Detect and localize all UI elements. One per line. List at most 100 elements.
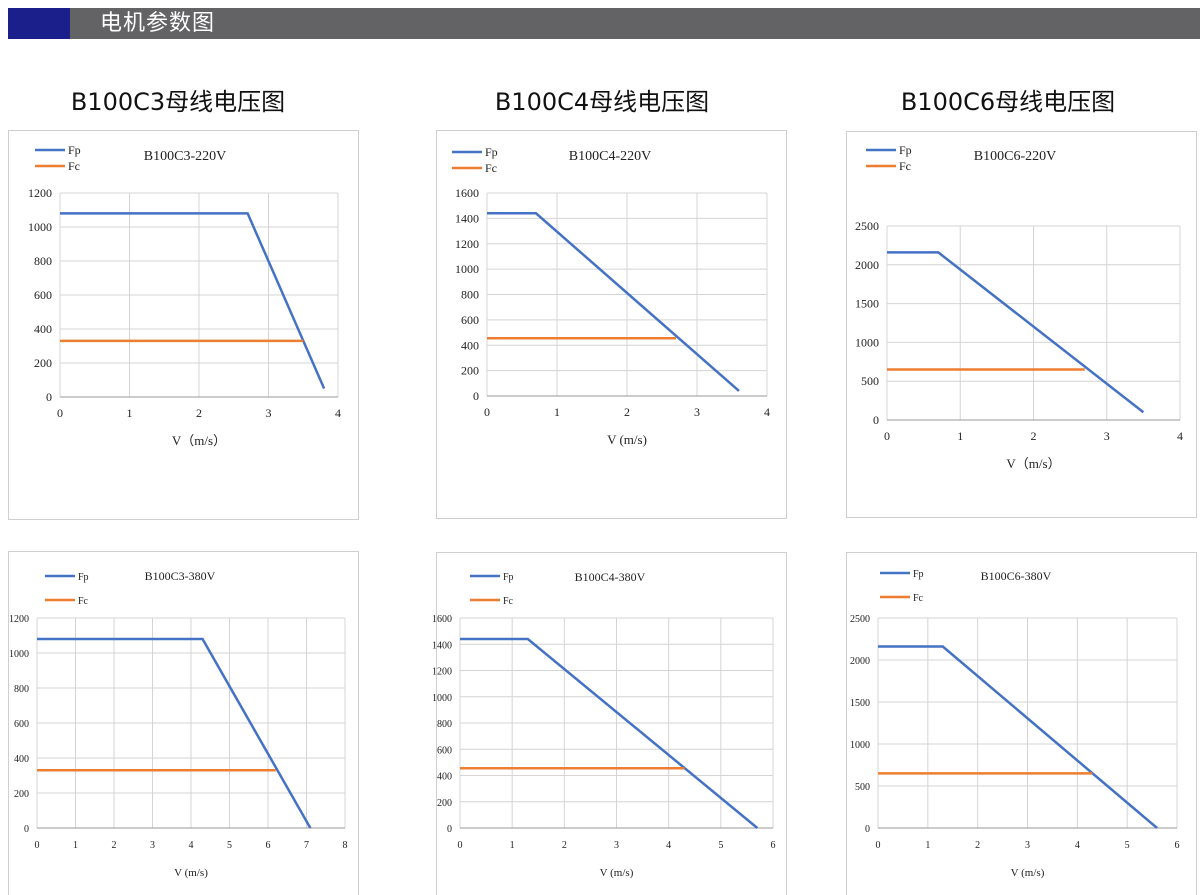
x-tick-label: 3 xyxy=(1025,840,1030,851)
x-tick-label: 2 xyxy=(112,840,117,851)
y-tick-label: 1600 xyxy=(455,186,479,200)
legend-label-Fc: Fc xyxy=(485,161,497,175)
x-tick-label: 3 xyxy=(1104,429,1110,443)
y-tick-label: 500 xyxy=(855,782,870,793)
series-line-Fp xyxy=(878,645,1158,829)
x-tick-label: 5 xyxy=(1125,840,1130,851)
x-tick-label: 3 xyxy=(150,840,155,851)
y-tick-label: 600 xyxy=(34,288,52,302)
x-tick-label: 6 xyxy=(1175,840,1180,851)
chart-title: B100C6-380V xyxy=(981,569,1052,583)
chart-B100C3-380V: 0 200 400 600 800 1000 1200 0 1 2 3 4 5 6 7 8 V (m/s) B10… xyxy=(8,551,359,895)
y-tick-label: 500 xyxy=(861,374,879,388)
y-tick-label: 1200 xyxy=(9,614,29,625)
series-line-Fp xyxy=(460,637,759,829)
x-tick-label: 0 xyxy=(484,405,490,419)
y-tick-label: 800 xyxy=(14,684,29,695)
y-tick-label: 1400 xyxy=(432,640,452,651)
y-tick-label: 800 xyxy=(461,288,479,302)
x-axis-label: V (m/s) xyxy=(174,867,208,879)
section-title-c3: B100C3母线电压图 xyxy=(70,88,286,116)
y-tick-label: 0 xyxy=(865,824,870,835)
legend-label-Fp: Fp xyxy=(78,572,89,583)
x-tick-label: 4 xyxy=(1177,429,1183,443)
x-tick-label: 1 xyxy=(957,429,963,443)
y-tick-label: 1200 xyxy=(28,186,52,200)
chart-frame xyxy=(846,131,1197,518)
x-tick-label: 3 xyxy=(694,405,700,419)
x-tick-label: 3 xyxy=(266,406,272,420)
legend-label-Fp: Fp xyxy=(503,572,514,583)
chart-B100C6-380V: 0 500 1000 1500 2000 2500 0 1 2 3 4 5 6 V (m/s) B100C6… xyxy=(846,552,1197,895)
chart-B100C4-220V: 0 200 400 600 800 1000 1200 1400 1600 0 1 2 3 4 V (m/s… xyxy=(436,130,787,519)
y-tick-label: 1400 xyxy=(455,211,479,225)
y-tick-label: 200 xyxy=(437,798,452,809)
y-tick-label: 400 xyxy=(437,772,452,783)
section-title-c4: B100C4母线电压图 xyxy=(494,88,710,116)
x-axis-label: V（m/s） xyxy=(172,433,226,448)
x-tick-label: 5 xyxy=(718,840,723,851)
y-tick-label: 600 xyxy=(14,719,29,730)
chart-title: B100C4-220V xyxy=(569,149,651,164)
y-tick-label: 1000 xyxy=(455,262,479,276)
series-line-Fp xyxy=(60,212,326,390)
header-title: 电机参数图 xyxy=(100,11,216,36)
x-tick-label: 4 xyxy=(335,406,341,420)
x-axis-label: V (m/s) xyxy=(1011,867,1045,879)
x-tick-label: 4 xyxy=(764,405,770,419)
x-tick-label: 4 xyxy=(189,840,194,851)
x-tick-label: 6 xyxy=(266,840,271,851)
x-tick-label: 2 xyxy=(562,840,567,851)
x-axis-label: V (m/s) xyxy=(600,867,634,879)
x-tick-label: 5 xyxy=(227,840,232,851)
y-tick-label: 0 xyxy=(24,824,29,835)
y-tick-label: 2000 xyxy=(855,258,879,272)
x-tick-label: 1 xyxy=(554,405,560,419)
y-tick-label: 400 xyxy=(34,322,52,336)
y-tick-label: 0 xyxy=(473,389,479,403)
x-tick-label: 0 xyxy=(35,840,40,851)
x-tick-label: 8 xyxy=(343,840,348,851)
y-tick-label: 800 xyxy=(437,719,452,730)
x-tick-label: 0 xyxy=(57,406,63,420)
legend-label-Fp: Fp xyxy=(485,145,498,159)
x-tick-label: 2 xyxy=(624,405,630,419)
y-tick-label: 1500 xyxy=(850,698,870,709)
chart-B100C6-220V: 0 500 1000 1500 2000 2500 0 1 2 3 4 V（m/s） B100C6-22… xyxy=(846,131,1197,518)
chart-B100C3-220V: 0 200 400 600 800 1000 1200 0 1 2 3 4 V（m/s） B100C3-2… xyxy=(8,130,359,520)
y-tick-label: 2500 xyxy=(855,219,879,233)
y-tick-label: 0 xyxy=(873,413,879,427)
x-tick-label: 1 xyxy=(510,840,515,851)
y-tick-label: 2000 xyxy=(850,656,870,667)
x-tick-label: 2 xyxy=(975,840,980,851)
y-tick-label: 0 xyxy=(447,824,452,835)
x-tick-label: 2 xyxy=(1031,429,1037,443)
legend-label-Fc: Fc xyxy=(68,159,80,173)
y-tick-label: 200 xyxy=(461,364,479,378)
x-tick-label: 7 xyxy=(304,840,309,851)
y-tick-label: 400 xyxy=(14,754,29,765)
legend-label-Fc: Fc xyxy=(78,596,89,607)
legend-label-Fp: Fp xyxy=(913,569,924,580)
legend-label-Fc: Fc xyxy=(913,593,924,604)
y-tick-label: 1000 xyxy=(432,693,452,704)
series-line-Fp xyxy=(37,637,312,829)
y-tick-label: 200 xyxy=(14,789,29,800)
y-tick-label: 1600 xyxy=(432,614,452,625)
x-tick-label: 1 xyxy=(73,840,78,851)
y-tick-label: 600 xyxy=(461,313,479,327)
y-tick-label: 1000 xyxy=(855,335,879,349)
y-tick-label: 800 xyxy=(34,254,52,268)
y-tick-label: 1000 xyxy=(850,740,870,751)
y-tick-label: 1000 xyxy=(9,649,29,660)
chart-title: B100C3-380V xyxy=(145,569,216,583)
section-header-bar: 电机参数图 xyxy=(8,8,1200,39)
chart-title: B100C4-380V xyxy=(575,570,646,584)
chart-frame xyxy=(436,130,787,519)
y-tick-label: 200 xyxy=(34,356,52,370)
chart-B100C4-380V: 0 200 400 600 800 1000 1200 1400 1600 0 1 2 3 4 5 6 V (m… xyxy=(432,552,787,895)
chart-title: B100C3-220V xyxy=(144,149,226,164)
x-tick-label: 6 xyxy=(771,840,776,851)
x-tick-label: 4 xyxy=(1075,840,1080,851)
